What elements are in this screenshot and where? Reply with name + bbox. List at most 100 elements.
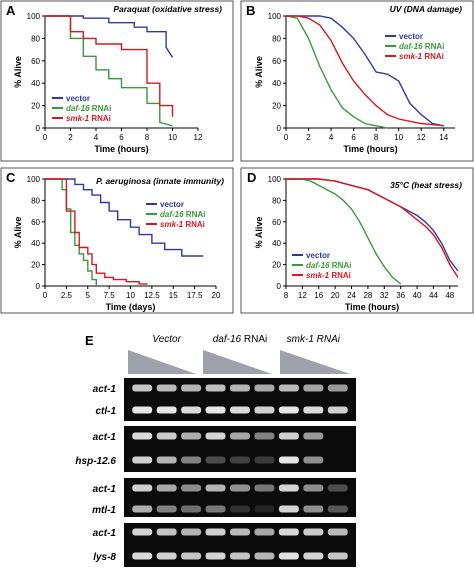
gel-band <box>254 505 275 513</box>
x-tick-label: 12.5 <box>144 291 160 300</box>
gel-band <box>303 384 324 392</box>
gel-band <box>303 505 324 513</box>
x-tick-label: 24 <box>347 291 356 300</box>
x-tick-label: 2 <box>68 133 73 142</box>
y-tick-label: 100 <box>268 175 282 184</box>
gel-band <box>181 505 202 513</box>
x-tick-label: 8 <box>145 133 150 142</box>
panel-frame <box>240 0 474 162</box>
chart-title: Paraquat (oxidative stress) <box>113 4 222 14</box>
y-tick-label: 60 <box>31 218 40 227</box>
gel-band <box>230 384 250 392</box>
panel-letter: A <box>6 3 16 18</box>
y-tick-label: 100 <box>27 175 41 184</box>
x-tick-label: 10 <box>394 133 403 142</box>
gel-band <box>156 505 177 513</box>
x-tick-label: 5 <box>86 291 91 300</box>
legend-label-suffix: RNAi <box>183 220 205 229</box>
gel-block: act-1 hsp-12.6 <box>75 426 356 472</box>
legend-label: smk-1 RNAi <box>399 52 444 61</box>
x-tick-label: 12 <box>194 133 203 142</box>
gel-band <box>205 505 226 513</box>
gel-band <box>205 552 226 560</box>
gel-band <box>303 528 324 536</box>
gel-band <box>327 528 348 536</box>
x-tick-label: 2.5 <box>61 291 73 300</box>
gel-band <box>278 384 299 392</box>
panel-d: D 0 20 40 60 80 100 8 12 16 20 24 28 32 36 40 44 48 Time (… <box>240 167 474 314</box>
gel-band <box>254 406 275 414</box>
gel-band <box>132 406 153 414</box>
y-axis-label: % Alive <box>13 56 23 88</box>
series-line-1 <box>286 178 402 285</box>
gel-band <box>156 406 177 414</box>
x-tick-label: 17.5 <box>187 291 203 300</box>
chart-title: 35°C (heat stress) <box>390 180 462 190</box>
x-tick-label: 0 <box>43 291 48 300</box>
gel-band <box>254 456 275 464</box>
legend-label: smk-1 RNAi <box>160 220 205 229</box>
gel-row-label: act-1 <box>93 484 117 495</box>
series-line-1 <box>285 15 388 129</box>
legend-label: smk-1 RNAi <box>66 114 111 123</box>
gel-band <box>156 432 177 440</box>
legend-label-suffix: RNAi <box>329 271 351 280</box>
x-axis-label: Time (hours) <box>343 144 397 154</box>
gel-band <box>205 406 226 414</box>
gel-column-header-main: daf-16 <box>213 334 242 345</box>
x-tick-label: 4 <box>329 133 334 142</box>
gel-band <box>181 456 202 464</box>
gel-band <box>230 552 250 560</box>
x-tick-label: 14 <box>439 133 448 142</box>
series-line-2 <box>286 15 444 127</box>
gel-band <box>205 384 226 392</box>
x-tick-label: 10 <box>168 133 177 142</box>
gel-band <box>132 432 153 440</box>
x-axis-label: Time (hours) <box>94 144 148 154</box>
y-tick-label: 60 <box>272 57 281 66</box>
panel-frame <box>0 167 234 314</box>
y-tick-label: 40 <box>272 239 281 248</box>
gel-band <box>181 484 202 492</box>
legend-label-suffix: RNAi <box>90 104 112 113</box>
gel-band <box>181 406 202 414</box>
y-tick-label: 20 <box>272 261 281 270</box>
series-line-0 <box>45 15 174 58</box>
legend-label-italic: smk-1 <box>306 271 330 280</box>
series-line-1 <box>45 178 98 286</box>
y-tick-label: 20 <box>31 261 40 270</box>
gel-row-label: lys-8 <box>93 552 116 563</box>
legend-label: daf-16 RNAi <box>399 42 444 51</box>
legend-label-suffix: RNAi <box>423 42 445 51</box>
series-line-2 <box>45 15 174 117</box>
gel-band <box>254 528 275 536</box>
gel-column-header: daf-16 RNAi <box>213 334 267 345</box>
x-tick-label: 28 <box>363 291 372 300</box>
series-line-2 <box>45 178 148 285</box>
gel-band <box>303 406 324 414</box>
y-tick-label: 40 <box>31 239 40 248</box>
gel-row-label: act-1 <box>93 384 117 395</box>
x-tick-label: 20 <box>212 291 221 300</box>
gel-column-header-main: smk-1 RNAi <box>287 334 341 345</box>
gel-band <box>278 505 299 513</box>
x-tick-label: 0 <box>43 133 48 142</box>
legend-label: daf-16 RNAi <box>66 104 111 113</box>
gel-band <box>303 432 324 440</box>
gel-band <box>278 552 299 560</box>
gel-band <box>156 456 177 464</box>
gel-band <box>230 456 250 464</box>
gel-row-label: hsp-12.6 <box>75 456 116 467</box>
x-tick-label: 8 <box>284 291 289 300</box>
gel-band <box>327 484 348 492</box>
x-tick-label: 16 <box>314 291 323 300</box>
gel-row-label: ctl-1 <box>95 406 116 417</box>
panel-frame <box>240 167 474 314</box>
gel-row-label: mtl-1 <box>92 505 116 516</box>
x-tick-label: 6 <box>119 133 124 142</box>
legend-label: daf-16 RNAi <box>160 210 205 219</box>
y-tick-label: 80 <box>31 34 40 43</box>
gel-band <box>327 406 348 414</box>
x-tick-label: 12 <box>298 291 307 300</box>
y-tick-label: 100 <box>27 12 41 21</box>
